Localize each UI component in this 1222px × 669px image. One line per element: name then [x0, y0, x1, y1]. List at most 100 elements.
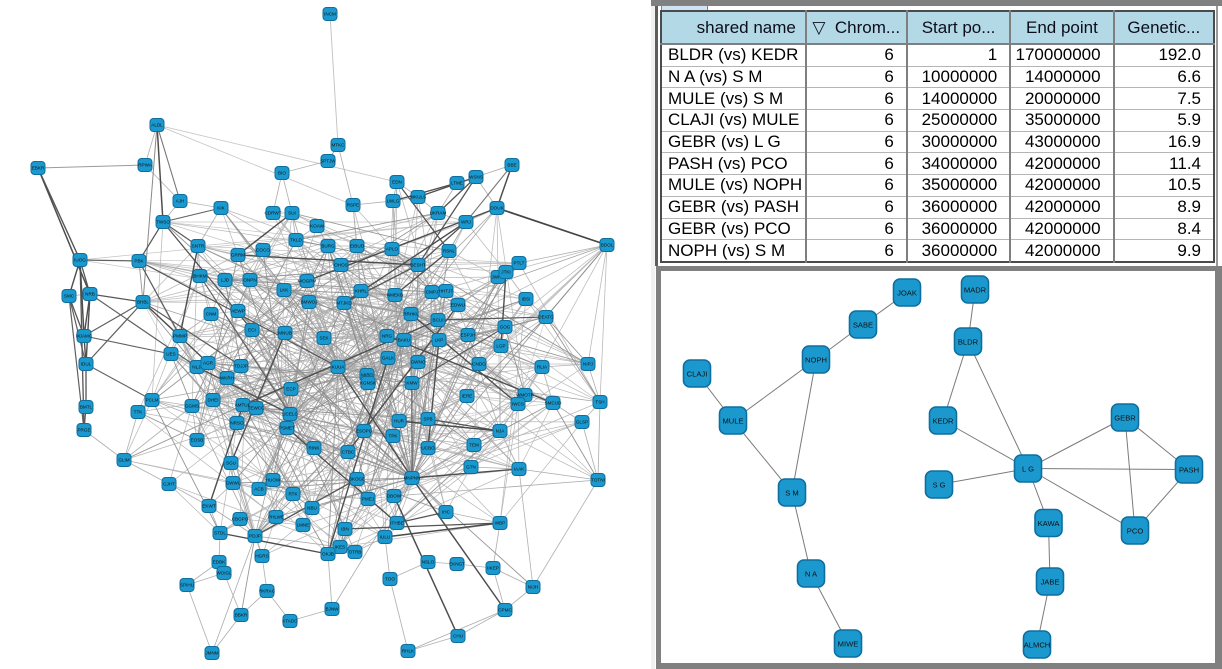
svg-text:GLIM: GLIM: [118, 458, 129, 463]
svg-text:LMNE: LMNE: [297, 523, 310, 528]
svg-text:IHC: IHC: [442, 510, 451, 515]
svg-text:MTJKD: MTJKD: [336, 301, 352, 306]
svg-text:UKRAM: UKRAM: [430, 211, 447, 216]
svg-text:AMTUM: AMTUM: [235, 403, 252, 408]
svg-text:IKES: IKES: [335, 545, 345, 550]
svg-text:PASH: PASH: [1179, 466, 1199, 475]
svg-text:DHEI: DHEI: [208, 398, 219, 403]
svg-text:NLJI: NLJI: [192, 365, 201, 370]
svg-text:BHBL: BHBL: [137, 300, 149, 305]
svg-text:CBGPO: CBGPO: [232, 517, 249, 522]
svg-text:OKJB: OKJB: [322, 552, 334, 557]
svg-text:SGU: SGU: [226, 461, 236, 466]
svg-text:RLIA: RLIA: [537, 365, 548, 370]
svg-text:GLSP: GLSP: [576, 420, 588, 425]
svg-text:WRJ: WRJ: [461, 220, 471, 225]
svg-text:STDL: STDL: [214, 531, 226, 536]
svg-text:KGNSK: KGNSK: [360, 381, 377, 386]
svg-text:GALK: GALK: [382, 356, 395, 361]
svg-text:IUOG: IUOG: [74, 258, 86, 263]
svg-text:NIPJ: NIPJ: [583, 362, 593, 367]
svg-text:CJHT: CJHT: [163, 482, 175, 487]
svg-text:APLO: APLO: [386, 247, 399, 252]
svg-text:OHOS: OHOS: [334, 263, 348, 268]
svg-text:BHKM: BHKM: [193, 274, 206, 279]
svg-text:JABE: JABE: [1041, 578, 1060, 587]
svg-text:ECI: ECI: [248, 328, 256, 333]
svg-text:BJNW: BJNW: [325, 607, 339, 612]
svg-text:BLDR: BLDR: [958, 338, 979, 347]
svg-text:MNUB: MNUB: [278, 331, 292, 336]
svg-text:GGMS: GGMS: [185, 404, 199, 409]
svg-text:SEK: SEK: [319, 336, 329, 341]
svg-text:LKP: LKP: [435, 338, 444, 343]
svg-text:AJH: AJH: [176, 199, 185, 204]
svg-text:EKNGT: EKNGT: [449, 562, 465, 567]
svg-text:MIWE: MIWE: [838, 640, 859, 649]
svg-text:S M: S M: [785, 489, 799, 498]
svg-text:MADR: MADR: [964, 286, 987, 295]
svg-text:KTADO: KTADO: [282, 619, 298, 624]
svg-text:KHRL: KHRL: [355, 289, 368, 294]
svg-text:ESOPU: ESOPU: [356, 429, 372, 434]
svg-text:NMEKB: NMEKB: [387, 293, 403, 298]
svg-text:EDBK: EDBK: [213, 560, 226, 565]
svg-text:BAKU: BAKU: [398, 338, 411, 343]
svg-text:PMMP: PMMP: [173, 334, 187, 339]
svg-text:MULE: MULE: [722, 417, 743, 426]
svg-text:GWNO: GWNO: [411, 360, 426, 365]
svg-text:BBE: BBE: [507, 163, 516, 168]
svg-text:DOUK: DOUK: [490, 206, 504, 211]
svg-text:IIKEP: IIKEP: [487, 566, 499, 571]
svg-text:RHLK: RHLK: [402, 649, 415, 654]
svg-text:KMW: KMW: [406, 381, 418, 386]
svg-text:ESPJH: ESPJH: [461, 333, 476, 338]
svg-text:BESHT: BESHT: [410, 263, 426, 268]
svg-text:BMTL: BMTL: [80, 405, 93, 410]
svg-text:RSPE: RSPE: [347, 203, 360, 208]
svg-text:SPIHU: SPIHU: [180, 583, 194, 588]
svg-text:PRGE: PRGE: [77, 428, 90, 433]
svg-text:KOAW: KOAW: [310, 224, 325, 229]
svg-text:JMNM: JMNM: [205, 651, 218, 656]
svg-text:IDUL: IDUL: [81, 362, 92, 367]
svg-text:NOPH: NOPH: [805, 356, 827, 365]
svg-text:LJD: LJD: [221, 278, 230, 283]
svg-text:L G: L G: [1022, 465, 1034, 474]
svg-text:LWLG: LWLG: [387, 199, 400, 204]
svg-text:PHLWE: PHLWE: [268, 515, 284, 520]
svg-text:SMC: SMC: [64, 294, 75, 299]
svg-text:TEM: TEM: [469, 443, 479, 448]
svg-text:INCM: INCM: [324, 12, 336, 17]
svg-text:TEWCC: TEWCC: [248, 406, 266, 411]
svg-text:TDJJP: TDJJP: [234, 364, 248, 369]
svg-text:RRHKL: RRHKL: [403, 312, 419, 317]
svg-text:BMWOJ: BMWOJ: [300, 300, 317, 305]
svg-text:SPTJW: SPTJW: [320, 159, 336, 164]
svg-text:WOGPM: WOGPM: [298, 279, 317, 284]
svg-text:BBKR: BBKR: [235, 613, 248, 618]
svg-text:SMCUD: SMCUD: [545, 401, 563, 406]
svg-text:TSH: TSH: [595, 400, 604, 405]
svg-text:ALDL: ALDL: [151, 123, 163, 128]
svg-text:MTKC: MTKC: [331, 143, 345, 148]
svg-text:JOAK: JOAK: [897, 289, 917, 298]
svg-text:BKOGE: BKOGE: [349, 477, 365, 482]
svg-text:WSNS: WSNS: [469, 175, 483, 180]
svg-text:GEBR: GEBR: [1114, 414, 1136, 423]
svg-text:WKULS: WKULS: [410, 195, 426, 200]
svg-text:ACB: ACB: [254, 487, 263, 492]
svg-text:TOTNI: TOTNI: [591, 478, 605, 483]
svg-text:GRRM: GRRM: [231, 253, 245, 258]
svg-text:ONPN: ONPN: [243, 278, 256, 283]
svg-text:SNTR: SNTR: [192, 244, 205, 249]
svg-text:WMOTR: WMOTR: [516, 393, 535, 398]
svg-text:JWRH: JWRH: [491, 275, 504, 280]
svg-text:CPMC: CPMC: [498, 608, 512, 613]
svg-text:KUUA: KUUA: [332, 365, 346, 370]
svg-text:OTRB: OTRB: [349, 550, 362, 555]
svg-text:KIK: KIK: [217, 206, 225, 211]
svg-text:RTK: RTK: [288, 492, 298, 497]
svg-text:EDWU: EDWU: [451, 303, 465, 308]
svg-text:AGR: AGR: [203, 361, 214, 366]
